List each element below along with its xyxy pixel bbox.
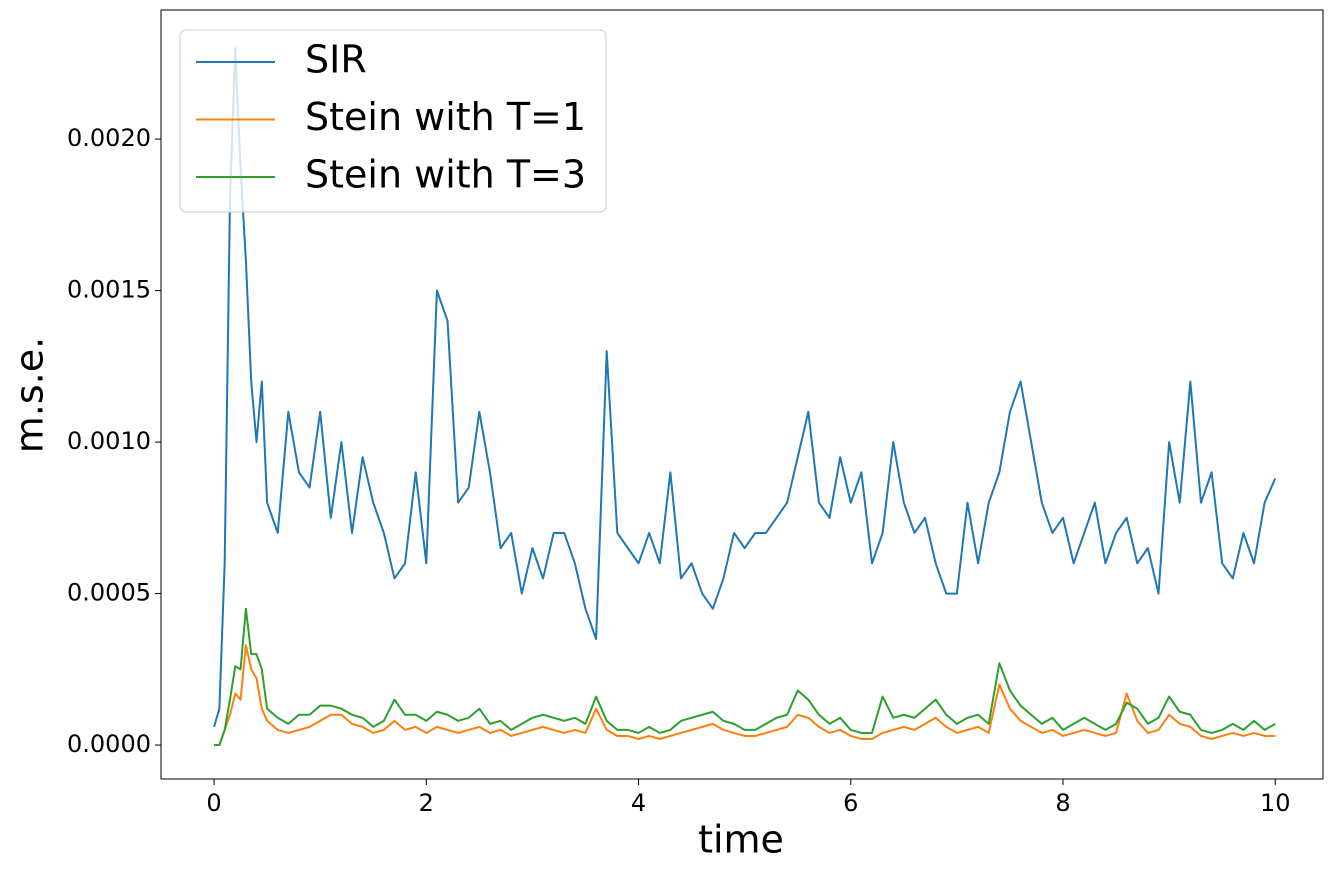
x-axis-label: time [698,818,784,862]
legend: SIR Stein with T=1 Stein with T=3 [179,29,607,213]
y-tick-label: 0.0010 [67,427,151,455]
x-tick-label: 10 [1260,789,1291,817]
y-tick-label: 0.0020 [67,124,151,152]
y-tick-label: 0.0005 [67,579,151,607]
plot-frame [160,9,1324,780]
y-tick-label: 0.0015 [67,276,151,304]
series-line [214,644,1276,747]
x-tick-label: 2 [419,789,434,817]
legend-label: Stein with T=3 [305,153,586,197]
series-line [213,47,1277,728]
x-tick-label: 0 [206,789,221,817]
y-tick-label: 0.0000 [67,730,151,758]
legend-label: SIR [305,38,367,82]
x-tick-label: 4 [631,789,646,817]
x-tick-label: 6 [843,789,858,817]
series-line [214,607,1276,747]
legend-box [179,29,607,213]
legend-label: Stein with T=1 [305,95,586,139]
y-axis-label: m.s.e. [8,337,52,453]
x-tick-label: 8 [1055,789,1070,817]
